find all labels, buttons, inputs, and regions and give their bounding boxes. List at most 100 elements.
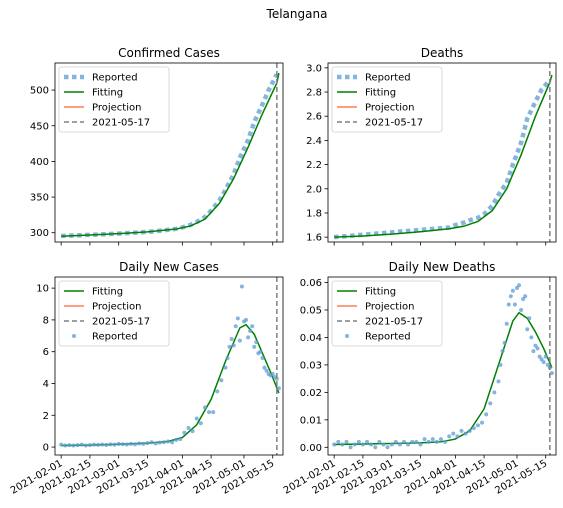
y-tick-label: 0.00 xyxy=(300,443,322,454)
reported-point xyxy=(262,365,267,370)
reported-point xyxy=(549,371,554,376)
reported-point xyxy=(108,442,113,447)
plot-area xyxy=(332,283,554,450)
legend: Reported Fitting Projection 2021-05-17 xyxy=(58,66,170,133)
reported-point xyxy=(237,338,242,343)
y-tick-label: 0.02 xyxy=(300,388,322,399)
reported-point xyxy=(502,340,507,345)
reported-point xyxy=(498,362,503,367)
y-tick-label: 400 xyxy=(30,157,49,168)
reported-point xyxy=(225,356,230,361)
reported-point xyxy=(137,441,142,446)
reported-point xyxy=(393,439,398,444)
reported-point xyxy=(484,412,489,417)
panel-title: Daily New Deaths xyxy=(389,260,496,274)
reported-point xyxy=(340,442,345,447)
axes-frame xyxy=(327,62,557,243)
reported-point xyxy=(543,354,548,359)
reported-point xyxy=(406,442,411,447)
reported-point xyxy=(239,284,244,289)
reported-point xyxy=(250,324,255,329)
reported-point xyxy=(377,439,382,444)
legend-box xyxy=(58,280,170,347)
reported-point xyxy=(447,434,452,439)
reported-point xyxy=(360,442,365,447)
reported-point xyxy=(414,439,419,444)
axes-frame xyxy=(54,62,284,243)
reported-point xyxy=(112,442,117,447)
reported-point xyxy=(402,439,406,444)
y-tick-label: 2.2 xyxy=(306,160,322,171)
reported-point xyxy=(508,294,513,299)
reported-point xyxy=(92,442,97,447)
reported-point xyxy=(344,439,349,444)
reported-point xyxy=(373,445,378,450)
reported-point xyxy=(254,340,259,345)
axes-frame xyxy=(327,276,557,456)
y-tick-label: 500 xyxy=(30,86,49,97)
reported-point xyxy=(274,376,279,381)
reported-point xyxy=(116,441,121,446)
reported-point xyxy=(348,445,353,450)
reported-point xyxy=(535,346,540,351)
reported-point xyxy=(336,439,341,444)
reported-point xyxy=(223,365,228,370)
reported-point xyxy=(451,431,456,436)
y-tick-label: 300 xyxy=(30,228,49,239)
reported-point xyxy=(100,442,105,447)
legend-label-projection: Projection xyxy=(365,302,414,313)
y-tick-label: 8 xyxy=(43,315,49,326)
legend-label-reported: Reported xyxy=(92,73,138,84)
reported-point xyxy=(426,439,431,444)
reported-point xyxy=(75,443,80,448)
legend-label-reported: Reported xyxy=(92,332,138,343)
reported-point xyxy=(422,437,427,442)
reported-point xyxy=(539,357,544,362)
reported-point xyxy=(389,442,394,447)
legend-label-projection: Projection xyxy=(92,302,141,313)
legend: Fitting Projection 2021-05-17 Reported xyxy=(331,280,443,347)
reported-point xyxy=(527,316,532,321)
reported-point xyxy=(153,441,158,446)
legend: Reported Fitting Projection 2021-05-17 xyxy=(331,66,443,133)
y-tick-label: 2.8 xyxy=(306,88,322,99)
reported-point xyxy=(124,442,129,447)
reported-point xyxy=(202,405,207,410)
axes-frame xyxy=(54,276,284,456)
legend-label-fitting: Fitting xyxy=(92,287,123,298)
reported-point xyxy=(381,442,386,447)
reported-point xyxy=(170,440,175,445)
reported-point xyxy=(545,362,550,367)
reported-point xyxy=(418,442,423,447)
reported-point xyxy=(190,429,195,434)
reported-point xyxy=(356,439,361,444)
reported-point xyxy=(541,360,546,365)
reported-point xyxy=(475,423,480,428)
reported-line xyxy=(61,73,279,239)
reported-point xyxy=(438,437,443,442)
reported-point xyxy=(252,344,257,349)
reported-point xyxy=(533,343,538,348)
y-tick-label: 4 xyxy=(43,379,49,390)
y-tick-label: 2.4 xyxy=(306,136,322,147)
reported-point xyxy=(258,349,263,354)
reported-point xyxy=(523,294,528,299)
y-tick-label: 0.04 xyxy=(300,333,322,344)
legend-box xyxy=(331,280,443,347)
reported-point xyxy=(463,431,468,436)
reported-point xyxy=(480,420,485,425)
reported-point xyxy=(430,437,435,442)
reported-point xyxy=(235,316,240,321)
reported-point xyxy=(352,442,357,447)
reported-point xyxy=(227,344,232,349)
legend-label-vline: 2021-05-17 xyxy=(365,118,423,129)
reported-point xyxy=(215,389,220,394)
reported-line xyxy=(333,78,552,240)
reported-point xyxy=(517,283,522,288)
reported-point xyxy=(211,410,216,415)
legend-label-projection: Projection xyxy=(365,103,414,114)
reported-point xyxy=(434,439,439,444)
y-tick-label: 3.0 xyxy=(306,63,322,74)
reported-point xyxy=(488,401,493,406)
reported-point xyxy=(455,434,460,439)
